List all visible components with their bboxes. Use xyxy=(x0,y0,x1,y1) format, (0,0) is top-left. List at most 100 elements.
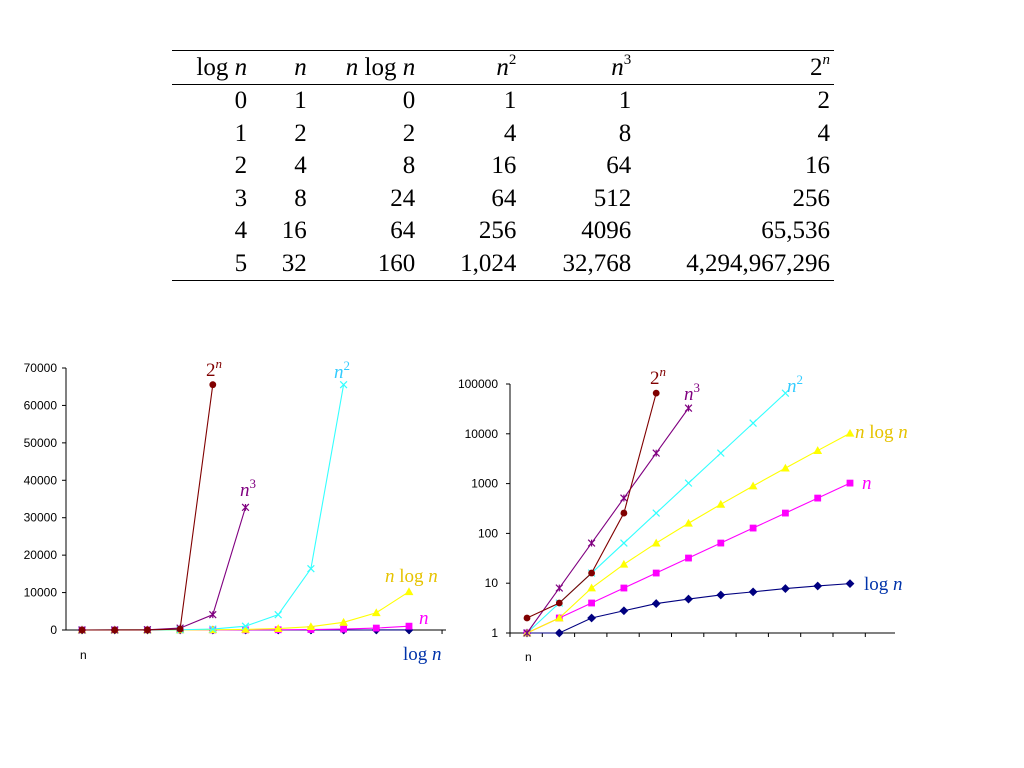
data-point xyxy=(620,494,628,502)
y-tick-label: 60000 xyxy=(24,398,58,412)
data-point xyxy=(404,625,414,635)
table-cell: 1 xyxy=(503,87,517,114)
series-n xyxy=(523,479,854,637)
table-header-cell: n2 xyxy=(496,52,517,82)
series-n2 xyxy=(78,380,348,634)
data-point xyxy=(588,569,595,577)
data-point xyxy=(782,509,789,517)
data-point xyxy=(587,613,596,623)
table-header-cell: n log n xyxy=(345,54,416,81)
table-cell: 4,294,967,296 xyxy=(686,249,830,277)
y-tick-label: 1000 xyxy=(471,477,498,491)
y-tick-label: 70000 xyxy=(24,361,58,375)
data-point xyxy=(684,479,693,487)
series-nlogn xyxy=(522,428,855,637)
series-line xyxy=(81,507,247,631)
data-point xyxy=(781,584,790,593)
data-point xyxy=(620,539,628,547)
series-line xyxy=(81,591,410,631)
table-cell: 256 xyxy=(792,184,831,212)
data-point xyxy=(208,610,217,619)
series-line xyxy=(527,583,851,634)
table-cell: 2 xyxy=(294,119,307,147)
data-point xyxy=(748,481,758,490)
data-point xyxy=(620,584,628,592)
table-row: 3 8 24 64 512 256 xyxy=(172,183,834,216)
table-cell: 0 xyxy=(402,87,416,114)
data-point xyxy=(340,625,347,633)
table-cell: 2 xyxy=(234,152,248,179)
data-point xyxy=(144,626,151,634)
data-point xyxy=(781,463,790,472)
data-point xyxy=(684,518,693,527)
table-cell: 4 xyxy=(503,119,517,147)
data-point xyxy=(307,564,315,573)
table-cell: 8 xyxy=(294,184,307,212)
table-cell: 256 xyxy=(478,217,517,244)
data-point xyxy=(588,599,595,607)
table-cell: 1 xyxy=(294,87,307,114)
series-label: 2n xyxy=(650,364,666,389)
table-cell: 4 xyxy=(234,217,248,244)
data-point xyxy=(652,389,660,397)
data-point xyxy=(241,625,250,633)
table-cell: 2 xyxy=(817,87,831,114)
table-body: 0 1 0 1 1 2 1 2 2 4 8 4 2 4 8 16 64 16 3 8 24 64 512 256 4 16 64 25… xyxy=(172,85,834,281)
series-line xyxy=(81,384,214,631)
table-cell: 8 xyxy=(402,152,416,179)
series-label: n2 xyxy=(787,372,803,397)
data-point xyxy=(749,524,757,532)
data-point xyxy=(846,479,854,487)
data-point xyxy=(339,617,348,626)
table-cell: 4096 xyxy=(581,217,632,244)
series-label: 2n xyxy=(206,356,222,381)
table-cell: 64 xyxy=(390,217,416,244)
series-line xyxy=(81,384,345,631)
data-point xyxy=(111,626,119,634)
data-point xyxy=(652,509,661,517)
data-point xyxy=(176,625,184,633)
data-point xyxy=(372,624,380,632)
data-point xyxy=(339,380,348,389)
table-header-cell: 2n xyxy=(810,52,830,82)
data-point xyxy=(716,499,726,508)
data-point xyxy=(555,584,564,592)
y-tick-label: 20000 xyxy=(24,548,58,562)
table-cell: 160 xyxy=(377,249,416,277)
data-point xyxy=(651,538,661,547)
table-row: 2 4 8 16 64 16 xyxy=(172,150,834,183)
table-cell: 8 xyxy=(618,119,632,147)
data-point xyxy=(620,509,628,517)
table-row: 0 1 0 1 1 2 xyxy=(172,85,834,118)
y-tick-label: 0 xyxy=(50,623,57,637)
data-point xyxy=(554,613,564,622)
series-n3 xyxy=(523,404,693,637)
table-cell: 4 xyxy=(294,152,307,179)
data-point xyxy=(371,608,381,617)
data-point xyxy=(523,629,531,637)
y-tick-label: 10 xyxy=(485,576,499,590)
data-point xyxy=(587,539,596,547)
data-point xyxy=(209,381,217,389)
data-point xyxy=(685,554,692,562)
series-label: n3 xyxy=(240,476,256,501)
table-cell: 32,768 xyxy=(562,249,632,277)
data-point xyxy=(619,559,629,568)
data-point xyxy=(845,579,855,589)
data-point xyxy=(651,599,661,608)
table-cell: 32 xyxy=(281,249,307,277)
table-cell: 1 xyxy=(618,87,632,114)
y-tick-label: 40000 xyxy=(24,473,58,487)
table-cell: 512 xyxy=(593,184,632,212)
data-point xyxy=(748,587,758,597)
data-point xyxy=(717,539,725,547)
table-cell: 3 xyxy=(234,184,248,212)
table-header-cell: n3 xyxy=(611,52,632,82)
table-cell: 16 xyxy=(281,217,307,244)
series-label: n xyxy=(419,608,429,629)
data-point xyxy=(652,449,661,457)
log-scale-chart: 1 10 100 1000 10000 100000 n 2n n3 n2 n log n n log … xyxy=(458,364,908,664)
data-point xyxy=(405,622,413,630)
